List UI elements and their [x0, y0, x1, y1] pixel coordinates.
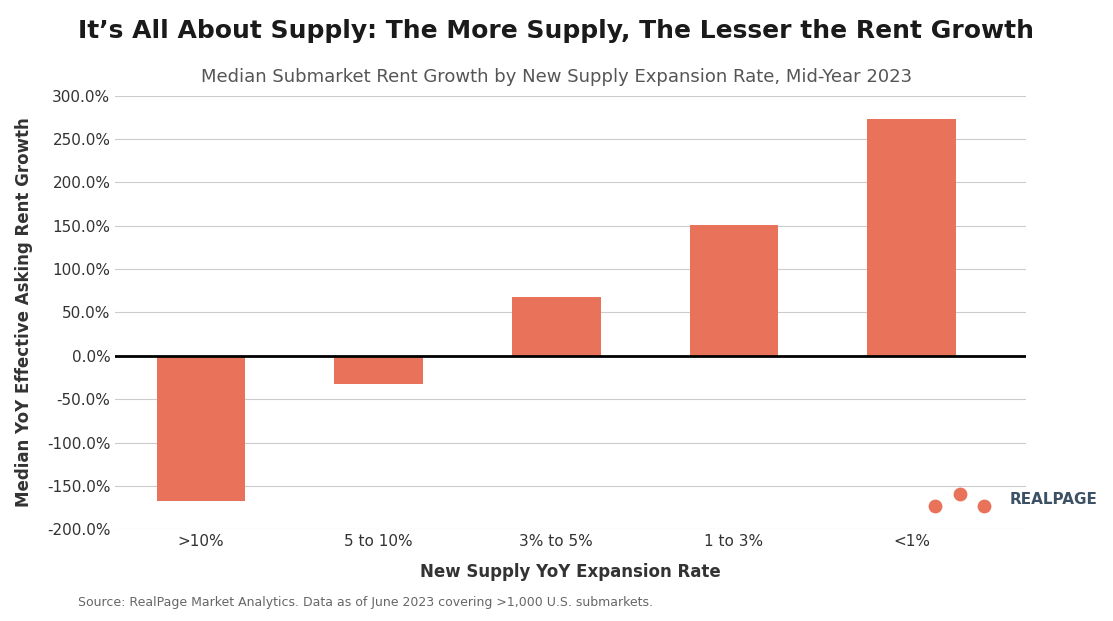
Text: REALPAGE: REALPAGE — [1009, 492, 1097, 507]
Text: It’s All About Supply: The More Supply, The Lesser the Rent Growth: It’s All About Supply: The More Supply, … — [79, 19, 1034, 43]
Point — [951, 489, 968, 499]
Text: Median Submarket Rent Growth by New Supply Expansion Rate, Mid-Year 2023: Median Submarket Rent Growth by New Supp… — [201, 68, 912, 86]
Bar — [867, 119, 956, 356]
Text: Source: RealPage Market Analytics. Data as of June 2023 covering >1,000 U.S. sub: Source: RealPage Market Analytics. Data … — [78, 596, 653, 609]
Y-axis label: Median YoY Effective Asking Rent Growth: Median YoY Effective Asking Rent Growth — [14, 117, 33, 507]
X-axis label: New Supply YoY Expansion Rate: New Supply YoY Expansion Rate — [420, 563, 721, 581]
Bar — [690, 225, 778, 356]
Bar — [512, 297, 601, 356]
Point — [926, 501, 944, 511]
Bar — [334, 356, 423, 384]
Point — [975, 501, 993, 511]
Bar — [157, 356, 246, 501]
